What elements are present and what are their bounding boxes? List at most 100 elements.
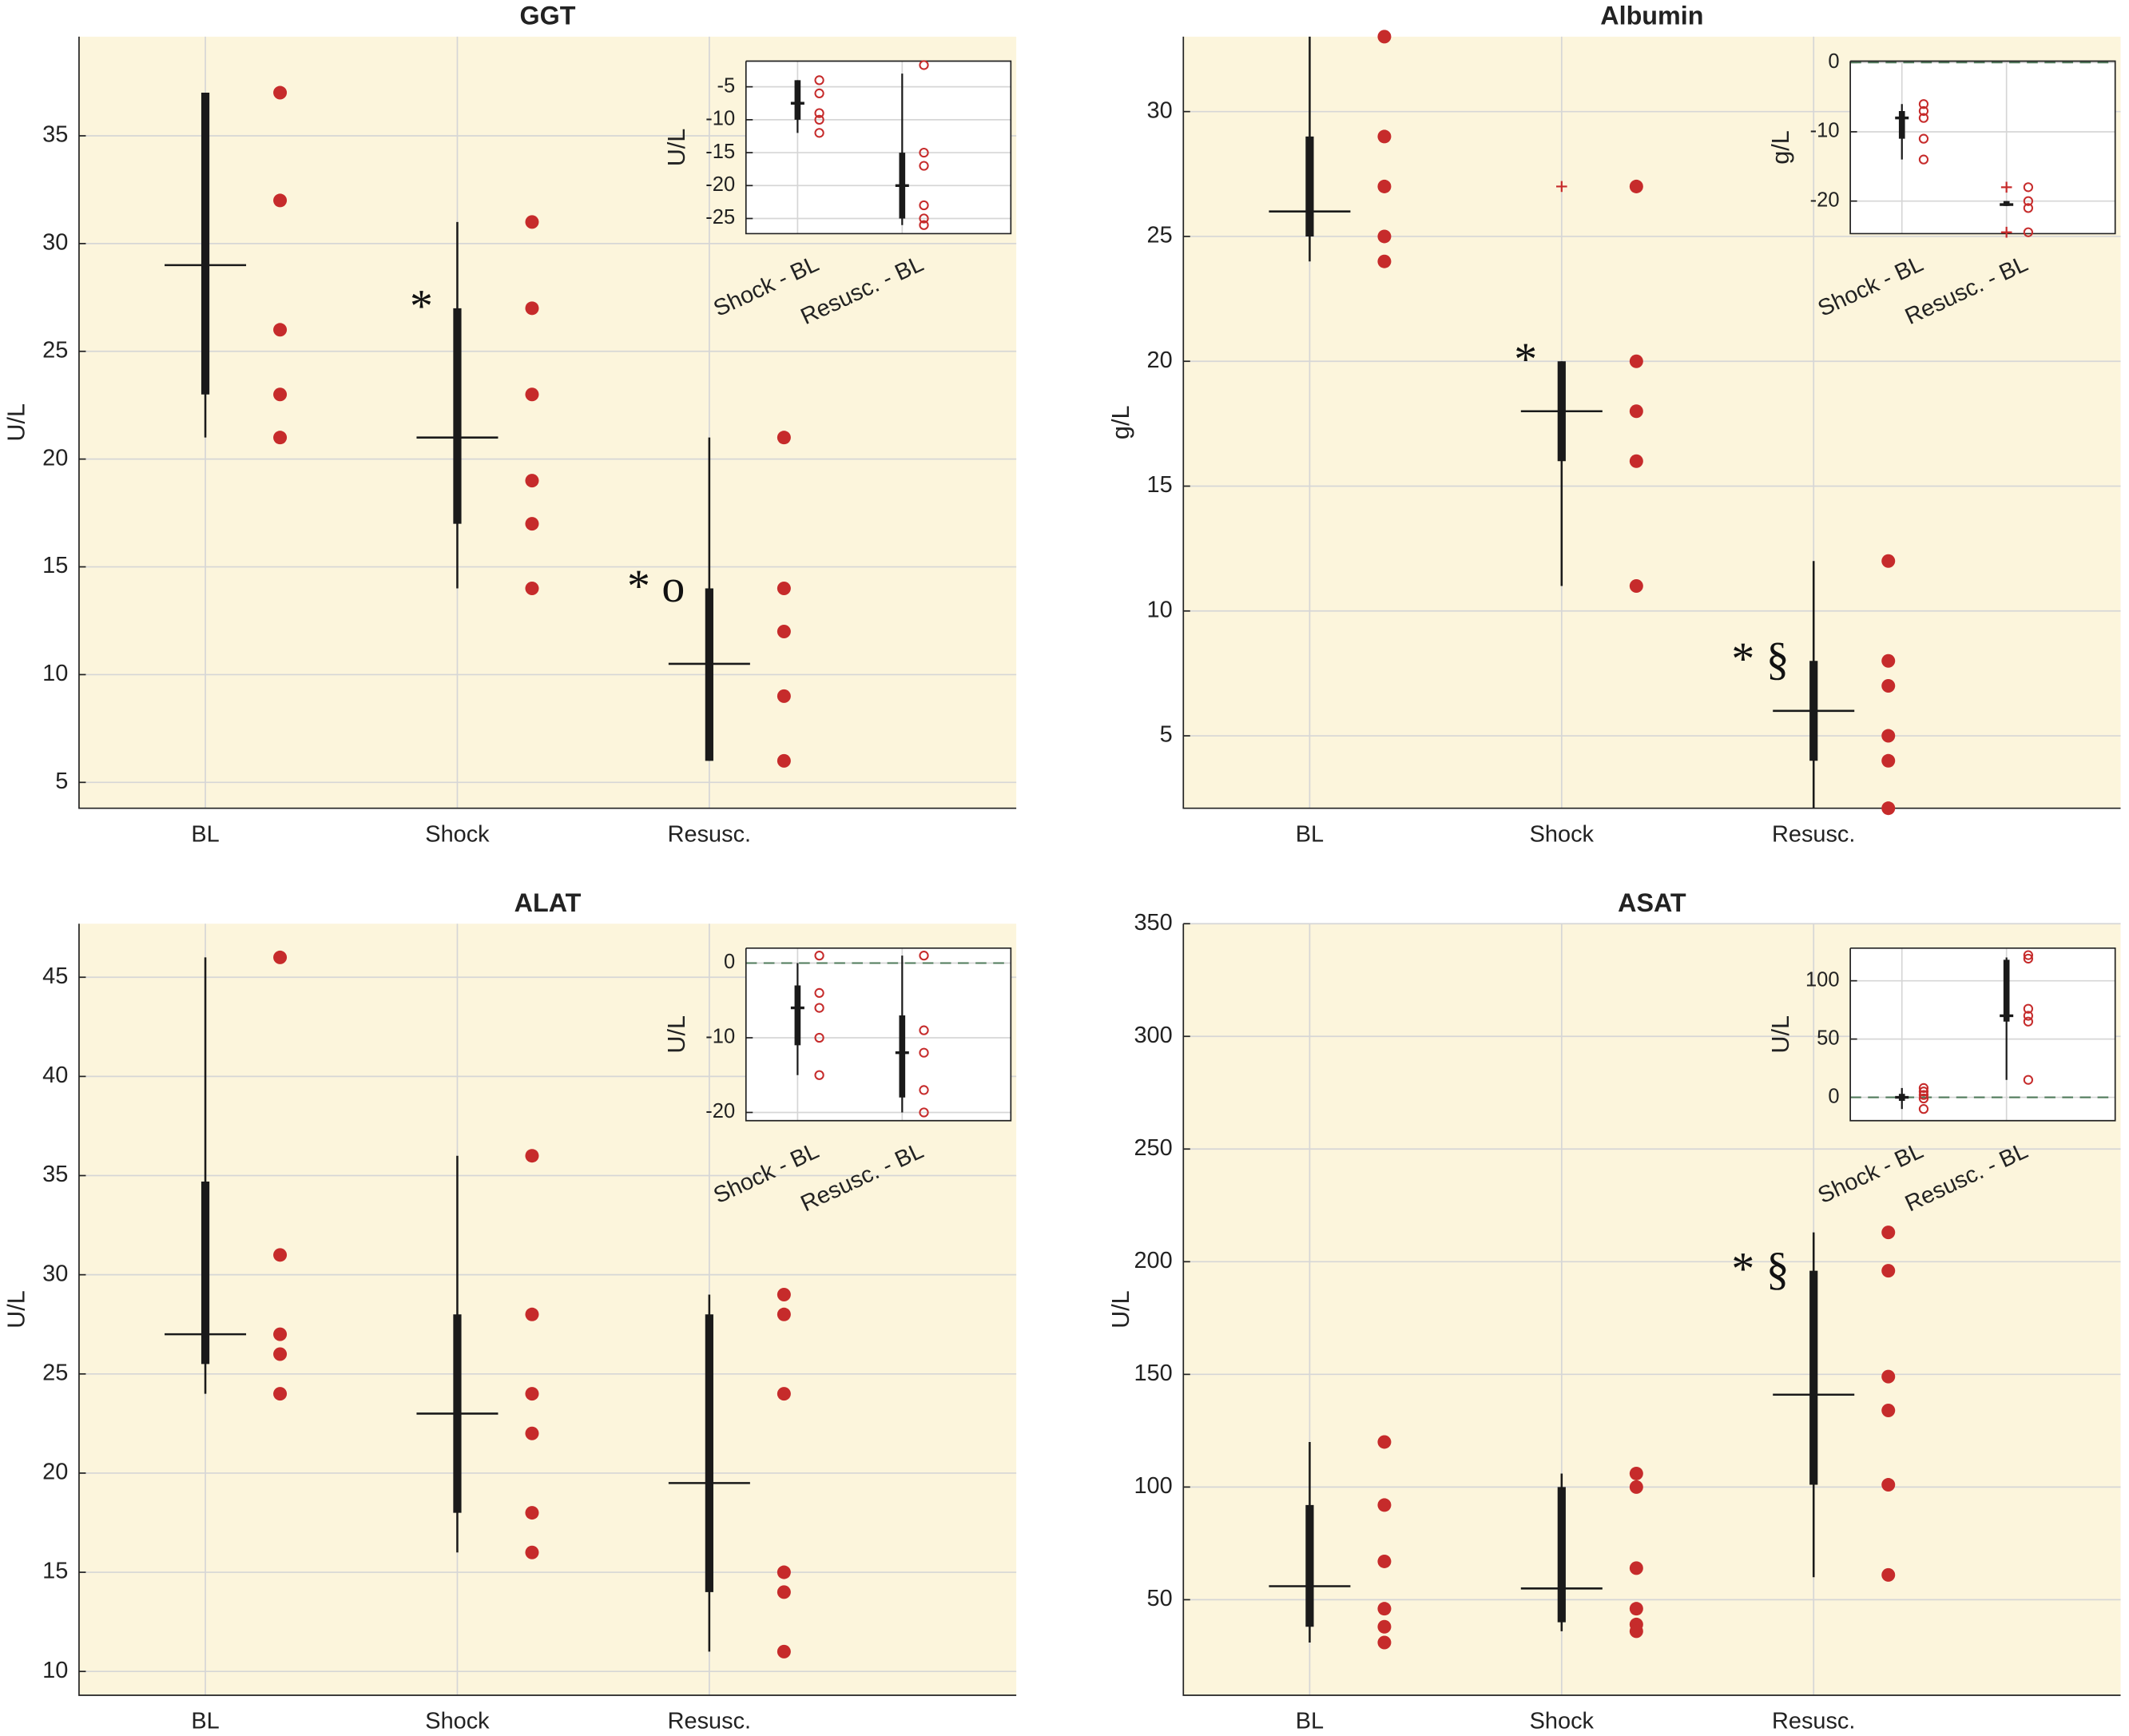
- x-tick-label: BL: [1296, 821, 1324, 847]
- y-axis-label: U/L: [2, 403, 30, 442]
- data-point: [525, 1387, 539, 1401]
- data-point: [1629, 1480, 1643, 1494]
- annotation: * §: [1731, 633, 1789, 685]
- inset-y-axis-label: U/L: [1767, 1015, 1794, 1054]
- y-tick-label: 250: [1134, 1135, 1172, 1161]
- inset-y-axis-label: g/L: [1767, 130, 1794, 165]
- y-tick-label: 0: [724, 951, 735, 973]
- data-point: [525, 1506, 539, 1520]
- y-tick-label: 15: [1147, 472, 1173, 498]
- axes: [78, 36, 1017, 809]
- data-point: [1918, 113, 1929, 123]
- data-point: [273, 431, 288, 445]
- data-point: [777, 431, 791, 445]
- y-tick-label: 50: [1817, 1027, 1839, 1049]
- data-point: [919, 220, 929, 230]
- y-tick-label: 45: [42, 963, 68, 989]
- axes: [78, 924, 1017, 1696]
- data-point: [1918, 105, 1929, 117]
- data-point: [1377, 254, 1392, 268]
- data-point: [919, 1085, 929, 1095]
- y-tick-label: -20: [705, 1100, 735, 1122]
- data-point: [525, 582, 539, 596]
- x-tick-label: Resusc.: [1772, 821, 1855, 847]
- data-point: [777, 1644, 791, 1659]
- data-point: [2023, 950, 2033, 960]
- y-tick-label: 35: [42, 1162, 68, 1187]
- data-point: [814, 1003, 824, 1013]
- y-axis-label: g/L: [1107, 406, 1134, 440]
- data-point: [814, 75, 824, 85]
- data-point: [1881, 1369, 1896, 1384]
- data-point: [525, 387, 539, 402]
- data-point: [814, 114, 824, 125]
- outlier: [2000, 181, 2012, 193]
- data-point: [919, 200, 929, 211]
- y-tick-label: 100: [1805, 968, 1840, 991]
- y-tick-label: 40: [42, 1063, 68, 1088]
- y-axis-label: U/L: [2, 1290, 30, 1329]
- data-point: [1377, 1619, 1392, 1634]
- y-tick-label: 0: [1828, 1085, 1839, 1107]
- data-point: [919, 951, 929, 961]
- inset-background: [1850, 947, 2115, 1121]
- data-point: [525, 1426, 539, 1440]
- y-tick-label: 20: [42, 445, 68, 471]
- data-point: [273, 1347, 288, 1361]
- data-point: [1881, 1264, 1896, 1278]
- data-point: [1881, 801, 1896, 816]
- data-point: [1881, 653, 1896, 668]
- data-point: [1377, 30, 1392, 44]
- outlier: [1556, 181, 1567, 193]
- data-point: [1881, 554, 1896, 568]
- y-tick-label: 10: [1147, 597, 1173, 622]
- data-point: [1918, 1083, 1929, 1094]
- annotation: *: [1514, 333, 1537, 385]
- y-tick-label: -25: [705, 206, 735, 228]
- axes: [1849, 60, 2116, 235]
- x-tick-label: Resusc.: [668, 1709, 751, 1734]
- data-point: [1377, 179, 1392, 193]
- y-tick-label: 200: [1134, 1248, 1172, 1273]
- data-point: [1918, 1090, 1929, 1100]
- data-point: [814, 987, 824, 999]
- x-tick-label: BL: [191, 821, 219, 847]
- data-point: [1918, 99, 1929, 109]
- data-point: [273, 387, 288, 402]
- y-tick-label: -10: [705, 108, 735, 130]
- data-point: [1881, 1478, 1896, 1492]
- x-tick-label: Shock: [1530, 821, 1595, 847]
- y-tick-label: 30: [42, 1261, 68, 1286]
- data-point: [1629, 354, 1643, 368]
- data-point: [1377, 1498, 1392, 1512]
- y-tick-label: 35: [42, 122, 68, 148]
- data-point: [814, 128, 824, 138]
- data-point: [273, 1248, 288, 1262]
- y-tick-label: 5: [1160, 722, 1173, 748]
- data-point: [2023, 953, 2033, 964]
- y-tick-label: 10: [42, 661, 68, 686]
- data-point: [919, 1025, 929, 1035]
- data-point: [525, 1149, 539, 1163]
- x-tick-label: BL: [191, 1709, 219, 1734]
- data-point: [1881, 729, 1896, 743]
- outlier: [2000, 226, 2012, 238]
- inset-background: [1850, 61, 2115, 234]
- y-tick-label: 5: [55, 769, 68, 794]
- y-tick-label: 20: [1147, 348, 1173, 373]
- data-point: [2023, 196, 2033, 206]
- data-point: [1377, 229, 1392, 244]
- data-point: [1629, 1466, 1643, 1480]
- x-tick-label: BL: [1296, 1709, 1324, 1734]
- y-tick-label: 25: [1147, 223, 1173, 248]
- y-tick-label: -10: [705, 1026, 735, 1048]
- x-tick-label: Shock: [425, 1709, 490, 1734]
- y-tick-label: -20: [1810, 189, 1840, 211]
- data-point: [1881, 679, 1896, 693]
- inset-y-axis-label: U/L: [663, 1015, 690, 1054]
- data-point: [919, 213, 929, 224]
- data-point: [2023, 203, 2033, 213]
- data-point: [1629, 1561, 1643, 1575]
- data-point: [525, 1545, 539, 1559]
